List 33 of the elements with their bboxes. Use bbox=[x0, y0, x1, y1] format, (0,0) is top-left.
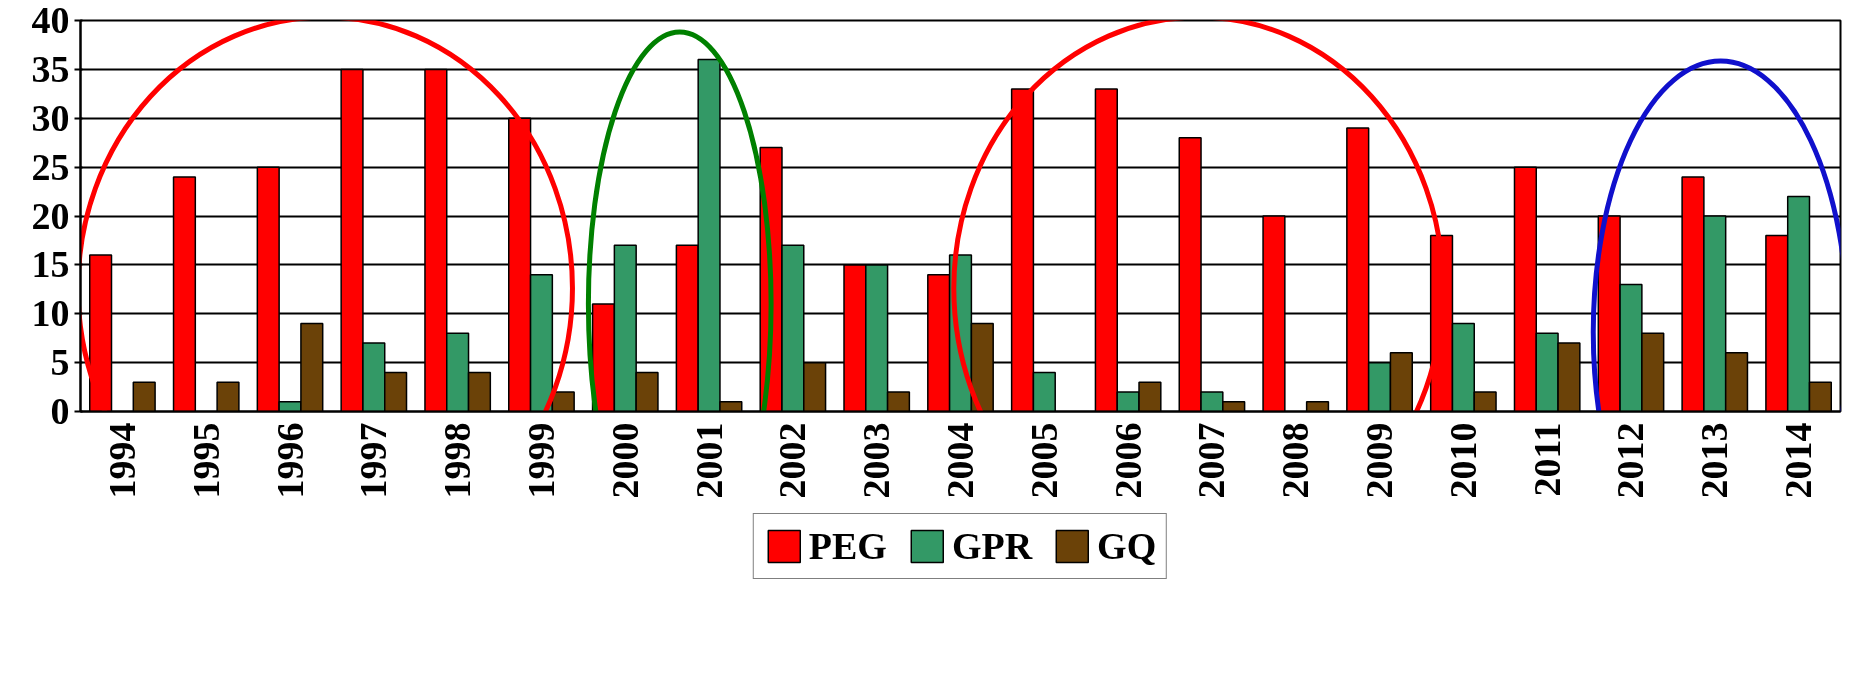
x-tick-label: 2003 bbox=[855, 422, 898, 499]
y-tick-label: 20 bbox=[31, 194, 70, 237]
x-tick-label: 2013 bbox=[1693, 422, 1736, 499]
x-tick-label: 1998 bbox=[436, 422, 479, 499]
y-tick-label: 5 bbox=[50, 341, 70, 384]
x-tick-label: 2007 bbox=[1190, 422, 1233, 499]
y-tick-label: 15 bbox=[31, 243, 70, 286]
y-tick-label: 10 bbox=[31, 292, 70, 335]
x-tick-label: 2005 bbox=[1022, 422, 1065, 499]
x-tick-label: 1996 bbox=[268, 422, 311, 499]
y-tick-label: 25 bbox=[31, 145, 70, 188]
x-tick-label: 2006 bbox=[1106, 422, 1149, 499]
x-tick-label: 2012 bbox=[1609, 422, 1652, 499]
x-tick-label: 2004 bbox=[939, 422, 981, 499]
x-tick-label: 1997 bbox=[352, 422, 395, 499]
x-tick-label: 2011 bbox=[1525, 422, 1568, 497]
x-tick-label: 2014 bbox=[1777, 422, 1820, 499]
x-tick-label: 2008 bbox=[1274, 422, 1317, 499]
x-tick-label: 2010 bbox=[1441, 422, 1484, 499]
y-tick-label: 30 bbox=[31, 96, 70, 139]
y-tick-label: 35 bbox=[31, 47, 70, 90]
x-tick-label: 1994 bbox=[100, 422, 143, 499]
x-tick-label: 2002 bbox=[771, 422, 814, 499]
legend-label: GPR bbox=[951, 524, 1033, 568]
x-tick-label: 2001 bbox=[687, 422, 730, 499]
y-tick-label: 40 bbox=[31, 0, 70, 41]
legend-label: GQ bbox=[1097, 524, 1157, 568]
legend-label: PEG bbox=[808, 524, 887, 568]
x-tick-label: 1995 bbox=[184, 422, 227, 499]
x-tick-label: 2009 bbox=[1358, 422, 1401, 499]
y-tick-label: 0 bbox=[50, 390, 70, 432]
x-tick-label: 1999 bbox=[519, 422, 562, 499]
x-tick-label: 2000 bbox=[603, 422, 646, 499]
